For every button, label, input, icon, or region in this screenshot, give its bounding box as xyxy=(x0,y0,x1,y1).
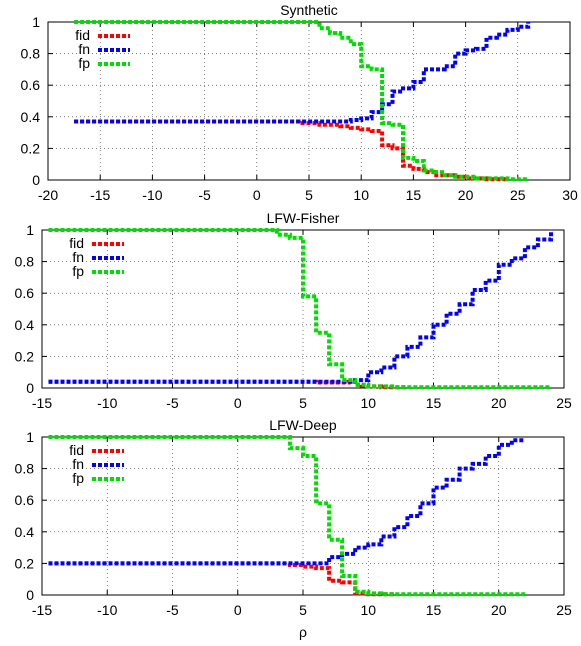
chart-panel-2: -15 -10 -5 0 5 10 15 20 25 0 0.2 0.4 0.6 0.8 1 LFW-Fish… xyxy=(15,210,572,411)
x-tick-label: 5 xyxy=(305,187,313,203)
legend-label-fid: fid xyxy=(69,235,84,251)
x-tick-label: 5 xyxy=(299,602,307,618)
series-line-fn xyxy=(74,22,531,124)
plot-frame xyxy=(47,21,571,181)
y-tick-label: 0 xyxy=(32,172,40,188)
y-tick-label: 0 xyxy=(26,380,34,396)
x-tick-label: -10 xyxy=(97,602,117,618)
legend-label-fp: fp xyxy=(72,470,84,486)
x-tick-label: -10 xyxy=(142,187,162,203)
y-tick-label: 0.8 xyxy=(15,461,35,477)
series-line-fn xyxy=(48,438,525,566)
y-tick-label: 0 xyxy=(26,587,34,603)
series-line-fn xyxy=(48,230,553,384)
x-tick-label: 5 xyxy=(299,395,307,411)
legend-label-fp: fp xyxy=(78,55,90,71)
x-tick-label: 15 xyxy=(426,395,442,411)
x-tick-label: 0 xyxy=(234,395,242,411)
x-tick-label: -5 xyxy=(166,602,179,618)
y-tick-label: 0.6 xyxy=(15,492,35,508)
chart-title: LFW-Fisher xyxy=(267,210,340,226)
y-tick-label: 0.2 xyxy=(15,555,35,571)
y-tick-label: 1 xyxy=(26,222,34,238)
legend-label-fp: fp xyxy=(72,263,84,279)
series-line-fp xyxy=(74,20,529,182)
x-axis-label: ρ xyxy=(299,624,307,640)
x-tick-label: 10 xyxy=(360,602,376,618)
y-tick-label: 0.4 xyxy=(15,524,35,540)
x-tick-label: 20 xyxy=(458,187,474,203)
x-tick-label: 10 xyxy=(360,395,376,411)
y-tick-label: 0.8 xyxy=(15,254,35,270)
legend-label-fn: fn xyxy=(72,456,84,472)
x-tick-label: -5 xyxy=(198,187,211,203)
x-tick-label: -5 xyxy=(166,395,179,411)
x-tick-label: -15 xyxy=(32,395,52,411)
y-tick-label: 0.8 xyxy=(21,46,41,62)
x-tick-label: 25 xyxy=(556,602,572,618)
x-tick-label: 30 xyxy=(562,187,578,203)
x-tick-label: 0 xyxy=(253,187,261,203)
y-tick-label: 0.4 xyxy=(21,109,41,125)
y-tick-label: 0.4 xyxy=(15,317,35,333)
x-tick-label: -10 xyxy=(97,395,117,411)
series-line-fid xyxy=(74,119,508,182)
y-tick-label: 1 xyxy=(26,429,34,445)
x-tick-label: 25 xyxy=(510,187,526,203)
x-tick-label: 20 xyxy=(491,602,507,618)
x-tick-label: -15 xyxy=(90,187,110,203)
x-tick-label: 25 xyxy=(556,395,572,411)
legend-label-fn: fn xyxy=(72,249,84,265)
x-tick-label: -15 xyxy=(32,602,52,618)
legend-label-fn: fn xyxy=(78,41,90,57)
chart-panel-3: -15 -10 -5 0 5 10 15 20 25 0 0.2 0.4 0.6 0.8 1 LFW-Deep… xyxy=(15,417,572,640)
y-tick-label: 0.6 xyxy=(15,285,35,301)
legend-label-fid: fid xyxy=(69,442,84,458)
x-tick-label: 15 xyxy=(406,187,422,203)
chart-panel-1: -20 -15 -10 -5 0 5 10 15 20 25 30 0 0.2 0.4 0.6 0.8 1 Syn… xyxy=(21,2,578,203)
y-tick-label: 0.6 xyxy=(21,77,41,93)
x-tick-label: -20 xyxy=(38,187,58,203)
x-tick-label: 0 xyxy=(234,602,242,618)
x-tick-label: 10 xyxy=(353,187,369,203)
series-line-fp xyxy=(48,435,525,597)
x-tick-label: 20 xyxy=(491,395,507,411)
y-tick-label: 0.2 xyxy=(15,348,35,364)
y-tick-label: 0.2 xyxy=(21,140,41,156)
series-line-fp xyxy=(48,228,551,390)
series-line-fid xyxy=(48,561,395,597)
chart-title: Synthetic xyxy=(280,2,338,18)
legend-label-fid: fid xyxy=(75,27,90,43)
plot-frame xyxy=(41,436,565,596)
chart-title: LFW-Deep xyxy=(269,417,337,433)
y-tick-label: 1 xyxy=(32,14,40,30)
x-tick-label: 15 xyxy=(426,602,442,618)
